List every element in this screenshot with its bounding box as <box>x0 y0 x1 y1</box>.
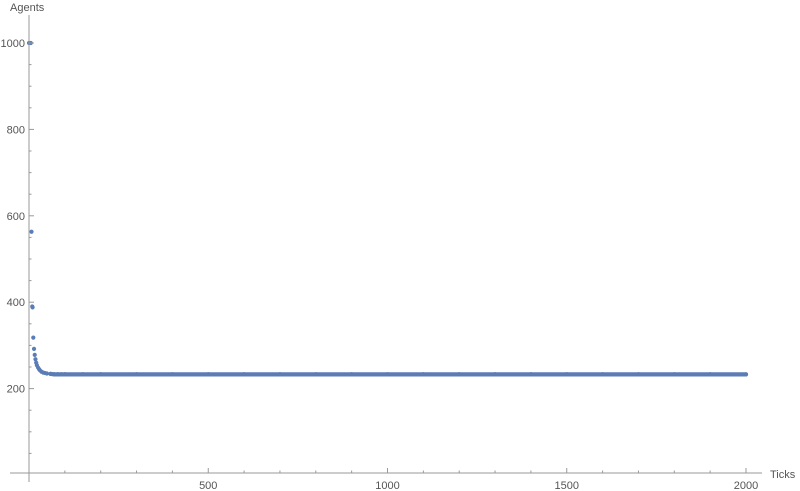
data-points <box>26 40 749 377</box>
x-tick-label: 2000 <box>734 480 758 491</box>
y-axis-label: Agents <box>10 2 45 14</box>
data-point <box>30 305 35 310</box>
x-tick-label: 1500 <box>555 480 579 491</box>
data-point <box>32 352 37 358</box>
x-axis-label: Ticks <box>770 469 796 481</box>
y-tick-label: 1000 <box>1 38 25 50</box>
y-tick-label: 600 <box>7 211 25 223</box>
x-tick-label: 500 <box>199 480 217 491</box>
axis-ticks: 500 1000 1500 2000 200 400 600 800 1000 <box>1 38 759 491</box>
data-point <box>31 335 36 340</box>
data-point <box>44 371 50 376</box>
y-tick-label: 200 <box>7 384 25 396</box>
data-point <box>29 229 34 234</box>
x-tick-label: 1000 <box>375 480 399 491</box>
y-tick-label: 800 <box>7 124 25 136</box>
data-point <box>31 346 37 351</box>
data-point <box>33 357 38 362</box>
y-tick-label: 400 <box>7 297 25 309</box>
